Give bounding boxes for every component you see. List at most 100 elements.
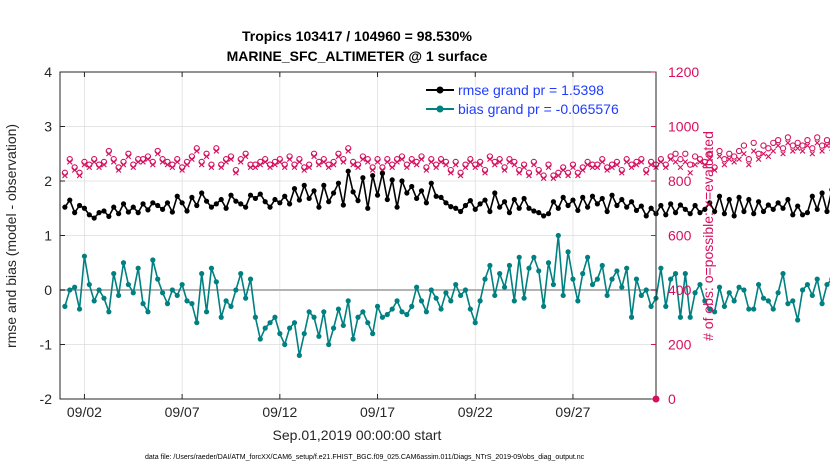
obs-evaluated-point (159, 159, 166, 165)
rmse-point (760, 208, 767, 215)
x-tick-label: 09/02 (67, 404, 102, 420)
rmse-point (472, 206, 478, 212)
bias-point (76, 306, 83, 312)
rmse-point (130, 204, 136, 210)
rmse-point (511, 196, 517, 203)
y-left-tick-label: -1 (40, 337, 53, 353)
bias-point (624, 265, 630, 271)
obs-evaluated-point (325, 164, 332, 171)
rmse-point (604, 208, 610, 215)
bias-point (330, 325, 337, 331)
bias-point (585, 254, 591, 260)
rmse-point (169, 209, 175, 215)
rmse-point (751, 211, 757, 217)
bias-point (819, 301, 825, 307)
bias-point (726, 290, 732, 296)
rmse-point (287, 201, 293, 207)
obs-evaluated-point (76, 172, 83, 179)
bias-point (506, 262, 513, 269)
bias-point (751, 306, 757, 312)
rmse-point (780, 205, 786, 211)
bias-point (560, 292, 566, 299)
rmse-point (638, 203, 644, 209)
bias-point (555, 232, 561, 239)
obs-possible-point (740, 142, 748, 149)
obs-possible-point (774, 136, 782, 144)
x-tick-label: 09/27 (555, 404, 590, 420)
obs-evaluated-point (399, 156, 405, 162)
obs-evaluated-point (560, 167, 566, 173)
rmse-point (150, 200, 156, 206)
obs-evaluated-point (193, 148, 200, 154)
rmse-point (726, 196, 732, 203)
rmse-point (462, 202, 469, 209)
bias-point (760, 295, 767, 301)
footnote: data file: /Users/raeder/DAI/ATM_forcXX/… (145, 454, 585, 461)
obs-possible-point (687, 161, 694, 168)
bias-point (501, 284, 508, 290)
bias-point (462, 287, 469, 293)
bias-point (643, 287, 649, 293)
bias-point (599, 262, 605, 269)
bias-point (213, 279, 219, 285)
obs-evaluated-point (706, 156, 713, 162)
rmse-point (267, 204, 273, 210)
obs-evaluated-point (623, 159, 630, 165)
obs-evaluated-point (237, 159, 244, 165)
legend-bias-label: bias grand pr = -0.065576 (458, 101, 619, 117)
obs-evaluated-point (355, 164, 361, 171)
bias-point (672, 271, 679, 277)
obs-evaluated-point (477, 161, 483, 168)
y-right-tick-label: 1000 (668, 119, 699, 135)
bias-point (203, 309, 210, 315)
rmse-point (775, 200, 781, 206)
obs-evaluated-point (716, 153, 723, 160)
rmse-point (736, 194, 742, 200)
bias-point (731, 298, 737, 304)
bias-point (516, 254, 522, 260)
obs-evaluated-point (311, 153, 317, 160)
obs-evaluated-point (189, 156, 195, 162)
rmse-point (755, 199, 762, 205)
obs-evaluated-point (335, 153, 342, 160)
rmse-point (252, 195, 259, 202)
bias-point (145, 309, 151, 315)
bias-point (438, 306, 444, 312)
bias-point (536, 268, 542, 274)
rmse-point (350, 189, 356, 195)
obs-evaluated-point (340, 159, 347, 165)
obs-evaluated-point (438, 159, 444, 165)
rmse-point (560, 194, 566, 200)
obs-evaluated-point (516, 170, 523, 176)
obs-evaluated-point (120, 161, 127, 168)
obs-evaluated-point (316, 161, 322, 168)
rmse-point (189, 194, 195, 200)
chart-title-line2: MARINE_SFC_ALTIMETER @ 1 surface (227, 48, 488, 64)
y-axis-right-label: # of obs: o=possible; ×=evaluated (700, 131, 716, 341)
bias-point (228, 303, 234, 309)
rmse-point (365, 205, 371, 211)
rmse-point (819, 190, 825, 196)
rmse-point (404, 190, 410, 196)
obs-possible-point (750, 139, 757, 146)
rmse-point (291, 186, 298, 192)
obs-evaluated-point (575, 172, 581, 179)
obs-evaluated-point (374, 159, 381, 165)
obs-evaluated-point (140, 159, 146, 165)
y-right-tick-label: 800 (668, 173, 692, 189)
obs-evaluated-point (565, 172, 571, 179)
obs-evaluated-point (570, 164, 576, 171)
bias-point (804, 281, 811, 288)
rmse-point (541, 213, 547, 219)
obs-evaluated-point (428, 159, 435, 165)
rmse-point (228, 192, 234, 198)
rmse-point (76, 202, 83, 209)
obs-evaluated-point (741, 150, 747, 157)
y-right-tick-label: 0 (668, 391, 676, 407)
obs-evaluated-point (389, 164, 395, 171)
rmse-point (282, 193, 288, 199)
bias-point (482, 276, 488, 282)
rmse-point (702, 206, 708, 212)
rmse-point (477, 201, 483, 207)
legend: rmse grand pr = 1.5398 bias grand pr = -… (426, 82, 619, 117)
